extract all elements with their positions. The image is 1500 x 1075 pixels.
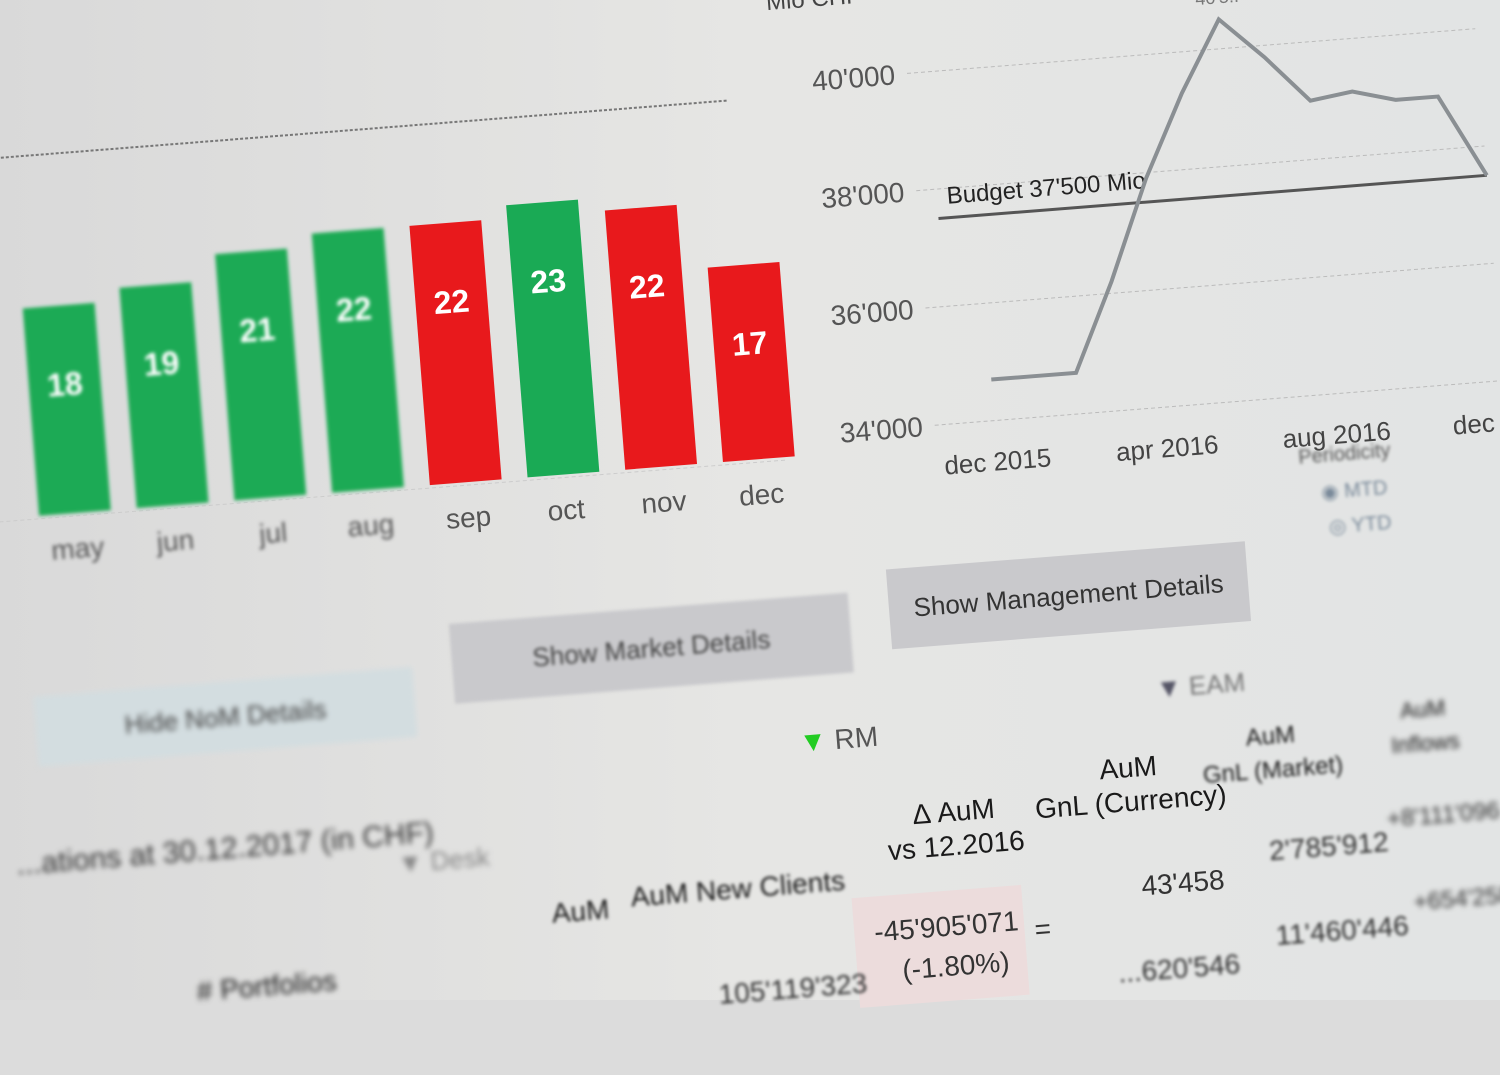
- bar-value-aug: 22: [335, 290, 373, 329]
- market-details-label: Show Market Details: [531, 623, 772, 673]
- gridline: [906, 28, 1476, 74]
- gridline: [925, 262, 1494, 309]
- aum-series-line: [991, 16, 1489, 382]
- x-tick-jun: jun: [155, 524, 196, 558]
- bar-value-may: 18: [46, 365, 84, 404]
- header-inflows: AuM Inflows: [1390, 695, 1461, 759]
- bar-may: [22, 302, 111, 516]
- header-portfolios: # Portfolios: [195, 964, 338, 1007]
- x-tick-may: may: [50, 531, 105, 566]
- eam-filter[interactable]: ▼ EAM: [1155, 667, 1246, 705]
- x-tick-sep: sep: [445, 500, 492, 534]
- hide-details-label: Hide NoM Details: [123, 693, 328, 740]
- eam-label: EAM: [1187, 666, 1247, 702]
- bar-value-jun: 19: [142, 344, 180, 383]
- bar-nov: [604, 204, 698, 470]
- x-tick-dec: dec: [738, 477, 785, 511]
- show-market-details-button[interactable]: Show Market Details: [448, 592, 854, 704]
- bar-aug: [311, 227, 404, 493]
- y-tick: 38'000: [820, 177, 905, 214]
- y-tick: 36'000: [829, 294, 914, 331]
- hide-details-button[interactable]: Hide NoM Details: [33, 667, 418, 767]
- header-gnl-currency: AuM GnL (Currency): [1033, 749, 1228, 825]
- bar-value-sep: 22: [432, 282, 470, 321]
- bar-value-dec: 17: [731, 324, 769, 363]
- bar-sep: [409, 220, 502, 486]
- table-title: ...ations at 30.12.2017 (in CHF): [15, 815, 435, 882]
- gridline: [916, 145, 1485, 192]
- bar-jul: [215, 248, 307, 501]
- filter-triangle-icon: ▼: [1154, 671, 1183, 704]
- header-delta-aum: Δ AuM vs 12.2016: [886, 792, 1026, 867]
- desk-label: Desk: [429, 841, 491, 877]
- header-gnl-market: AuM GnL (Market): [1201, 721, 1345, 790]
- periodicity-ytd-radio[interactable]: ◎ YTD: [1328, 511, 1393, 539]
- screen: 18 may 19 jun 21 jul 22 aug 22 sep 23 oct 22 nov 17 dec…: [0, 0, 1500, 1010]
- x-tick-oct: oct: [546, 493, 586, 527]
- x-tick-jul: jul: [257, 516, 288, 549]
- cell-gnl-currency: 43'458: [1140, 863, 1226, 902]
- cell-gnl-currency-2: ...620'546: [1117, 948, 1242, 989]
- cell-inflows-2: +654'258: [1412, 881, 1500, 917]
- cell-inflows: +8'111'096: [1385, 797, 1500, 833]
- bar-value-jul: 21: [238, 311, 276, 350]
- budget-line: [938, 173, 1487, 220]
- rm-filter[interactable]: ▼ RM: [798, 721, 879, 759]
- x-tick: apr 2016: [1115, 429, 1220, 467]
- periodicity-mtd-radio[interactable]: ◉ MTD: [1320, 476, 1389, 505]
- x-tick-nov: nov: [640, 485, 687, 519]
- x-tick: dec 2016: [1452, 402, 1500, 440]
- bar-value-oct: 23: [529, 262, 567, 301]
- bar-value-nov: 22: [628, 267, 666, 306]
- y-tick: 40'000: [811, 59, 896, 96]
- management-details-label: Show Management Details: [912, 567, 1225, 622]
- bar-dec: [707, 261, 795, 463]
- monthly-bar-chart: 18 may 19 jun 21 jul 22 aug 22 sep 23 oct 22 nov 17 dec: [0, 99, 795, 566]
- header-aum-new-clients: AuM New Clients: [629, 864, 847, 913]
- x-tick-aug: aug: [346, 508, 395, 543]
- bar-oct: [506, 199, 600, 478]
- cell-aum: 105'119'323: [717, 967, 869, 1010]
- mtd-label: MTD: [1343, 476, 1389, 503]
- x-tick: dec 2015: [943, 442, 1052, 480]
- gridline: [934, 380, 1500, 426]
- ytd-label: YTD: [1350, 511, 1393, 537]
- header-aum: AuM: [550, 893, 611, 929]
- cell-gnl-market-2: 11'460'446: [1274, 909, 1410, 952]
- bar-jun: [119, 282, 209, 509]
- baseline: [0, 459, 788, 523]
- dashed-reference-line: [0, 99, 729, 162]
- show-management-details-button[interactable]: Show Management Details: [885, 541, 1252, 650]
- cell-gnl-market: 2'785'912: [1267, 826, 1390, 867]
- peak-data-label: 40'5..: [1195, 0, 1240, 9]
- filter-triangle-icon: ▼: [797, 724, 829, 758]
- rm-label: RM: [833, 720, 880, 756]
- cell-equals: =: [1033, 912, 1053, 945]
- y-tick: 34'000: [839, 411, 924, 448]
